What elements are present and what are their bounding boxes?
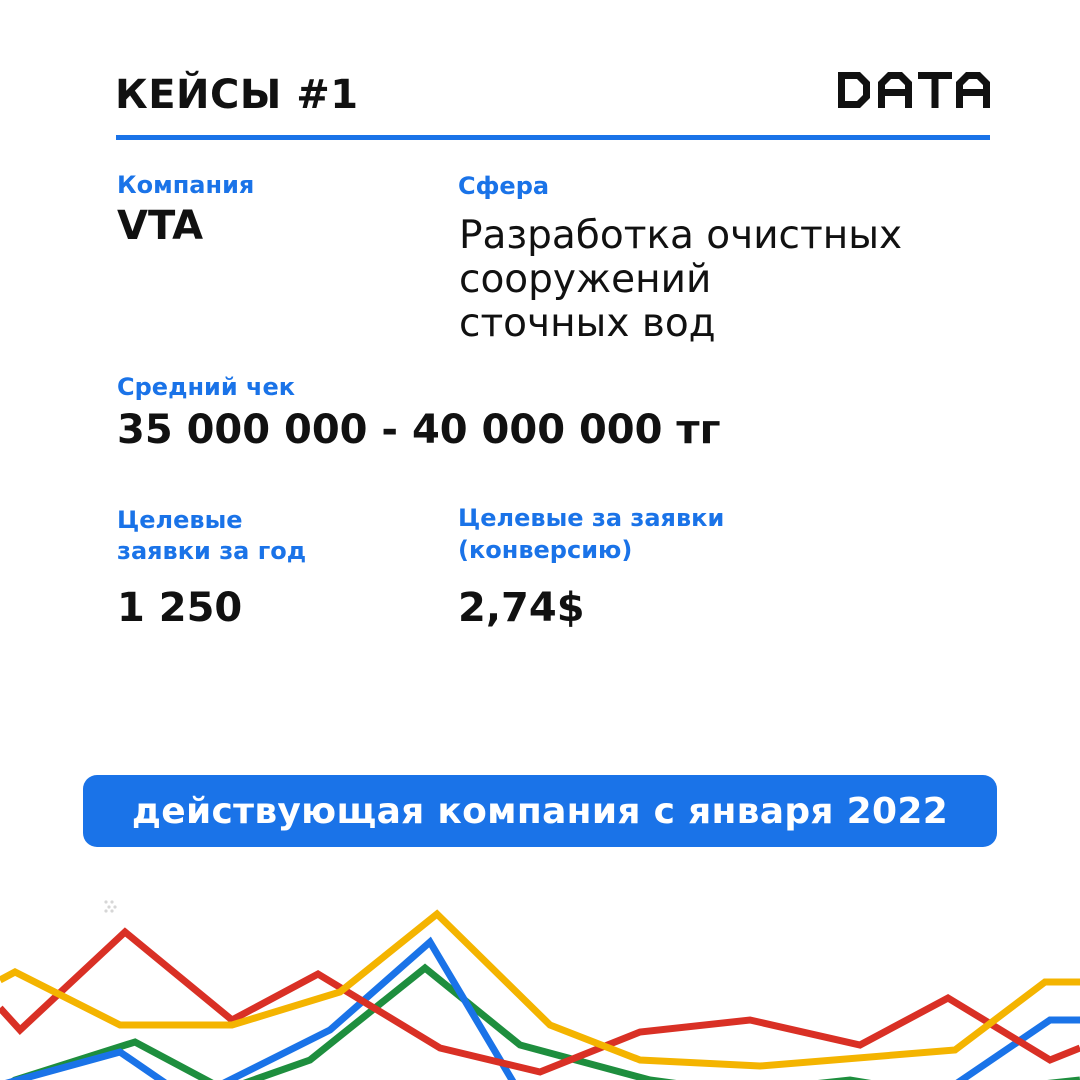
- decor-line-yellow: [0, 909, 1080, 1070]
- avg-check-value: 35 000 000 - 40 000 000 тг: [117, 407, 721, 453]
- decor-line-green: [8, 963, 1080, 1080]
- sphere-label: Сфера: [458, 172, 550, 200]
- company-value: VTA: [117, 203, 204, 249]
- target-leads-value: 1 250: [117, 585, 243, 631]
- decor-line-red: [0, 927, 1080, 1076]
- cost-per-lead-label-line-1: Целевые за заявки: [458, 504, 725, 532]
- target-leads-label-line-2: заявки за год: [117, 537, 307, 565]
- header-divider: [116, 135, 990, 140]
- decor-dots-icon: [104, 900, 117, 913]
- page-title: КЕЙСЫ #1: [115, 72, 359, 118]
- sphere-line-1: Разработка очистных: [459, 213, 903, 258]
- decorative-line-chart: [0, 900, 1080, 1080]
- avg-check-label: Средний чек: [117, 373, 296, 401]
- cost-per-lead-label-line-2: (конверсию): [458, 536, 633, 564]
- sphere-line-3: сточных вод: [459, 301, 716, 346]
- cost-per-lead-value: 2,74$: [458, 585, 585, 631]
- status-banner-text: действующая компания с января 2022: [131, 790, 949, 832]
- status-banner: действующая компания с января 2022: [83, 775, 997, 847]
- decor-line-blue: [4, 936, 1080, 1080]
- sphere-line-2: сооружений: [459, 257, 712, 302]
- target-leads-label-line-1: Целевые: [117, 506, 243, 534]
- company-label: Компания: [117, 171, 255, 199]
- data-logo: [838, 72, 990, 108]
